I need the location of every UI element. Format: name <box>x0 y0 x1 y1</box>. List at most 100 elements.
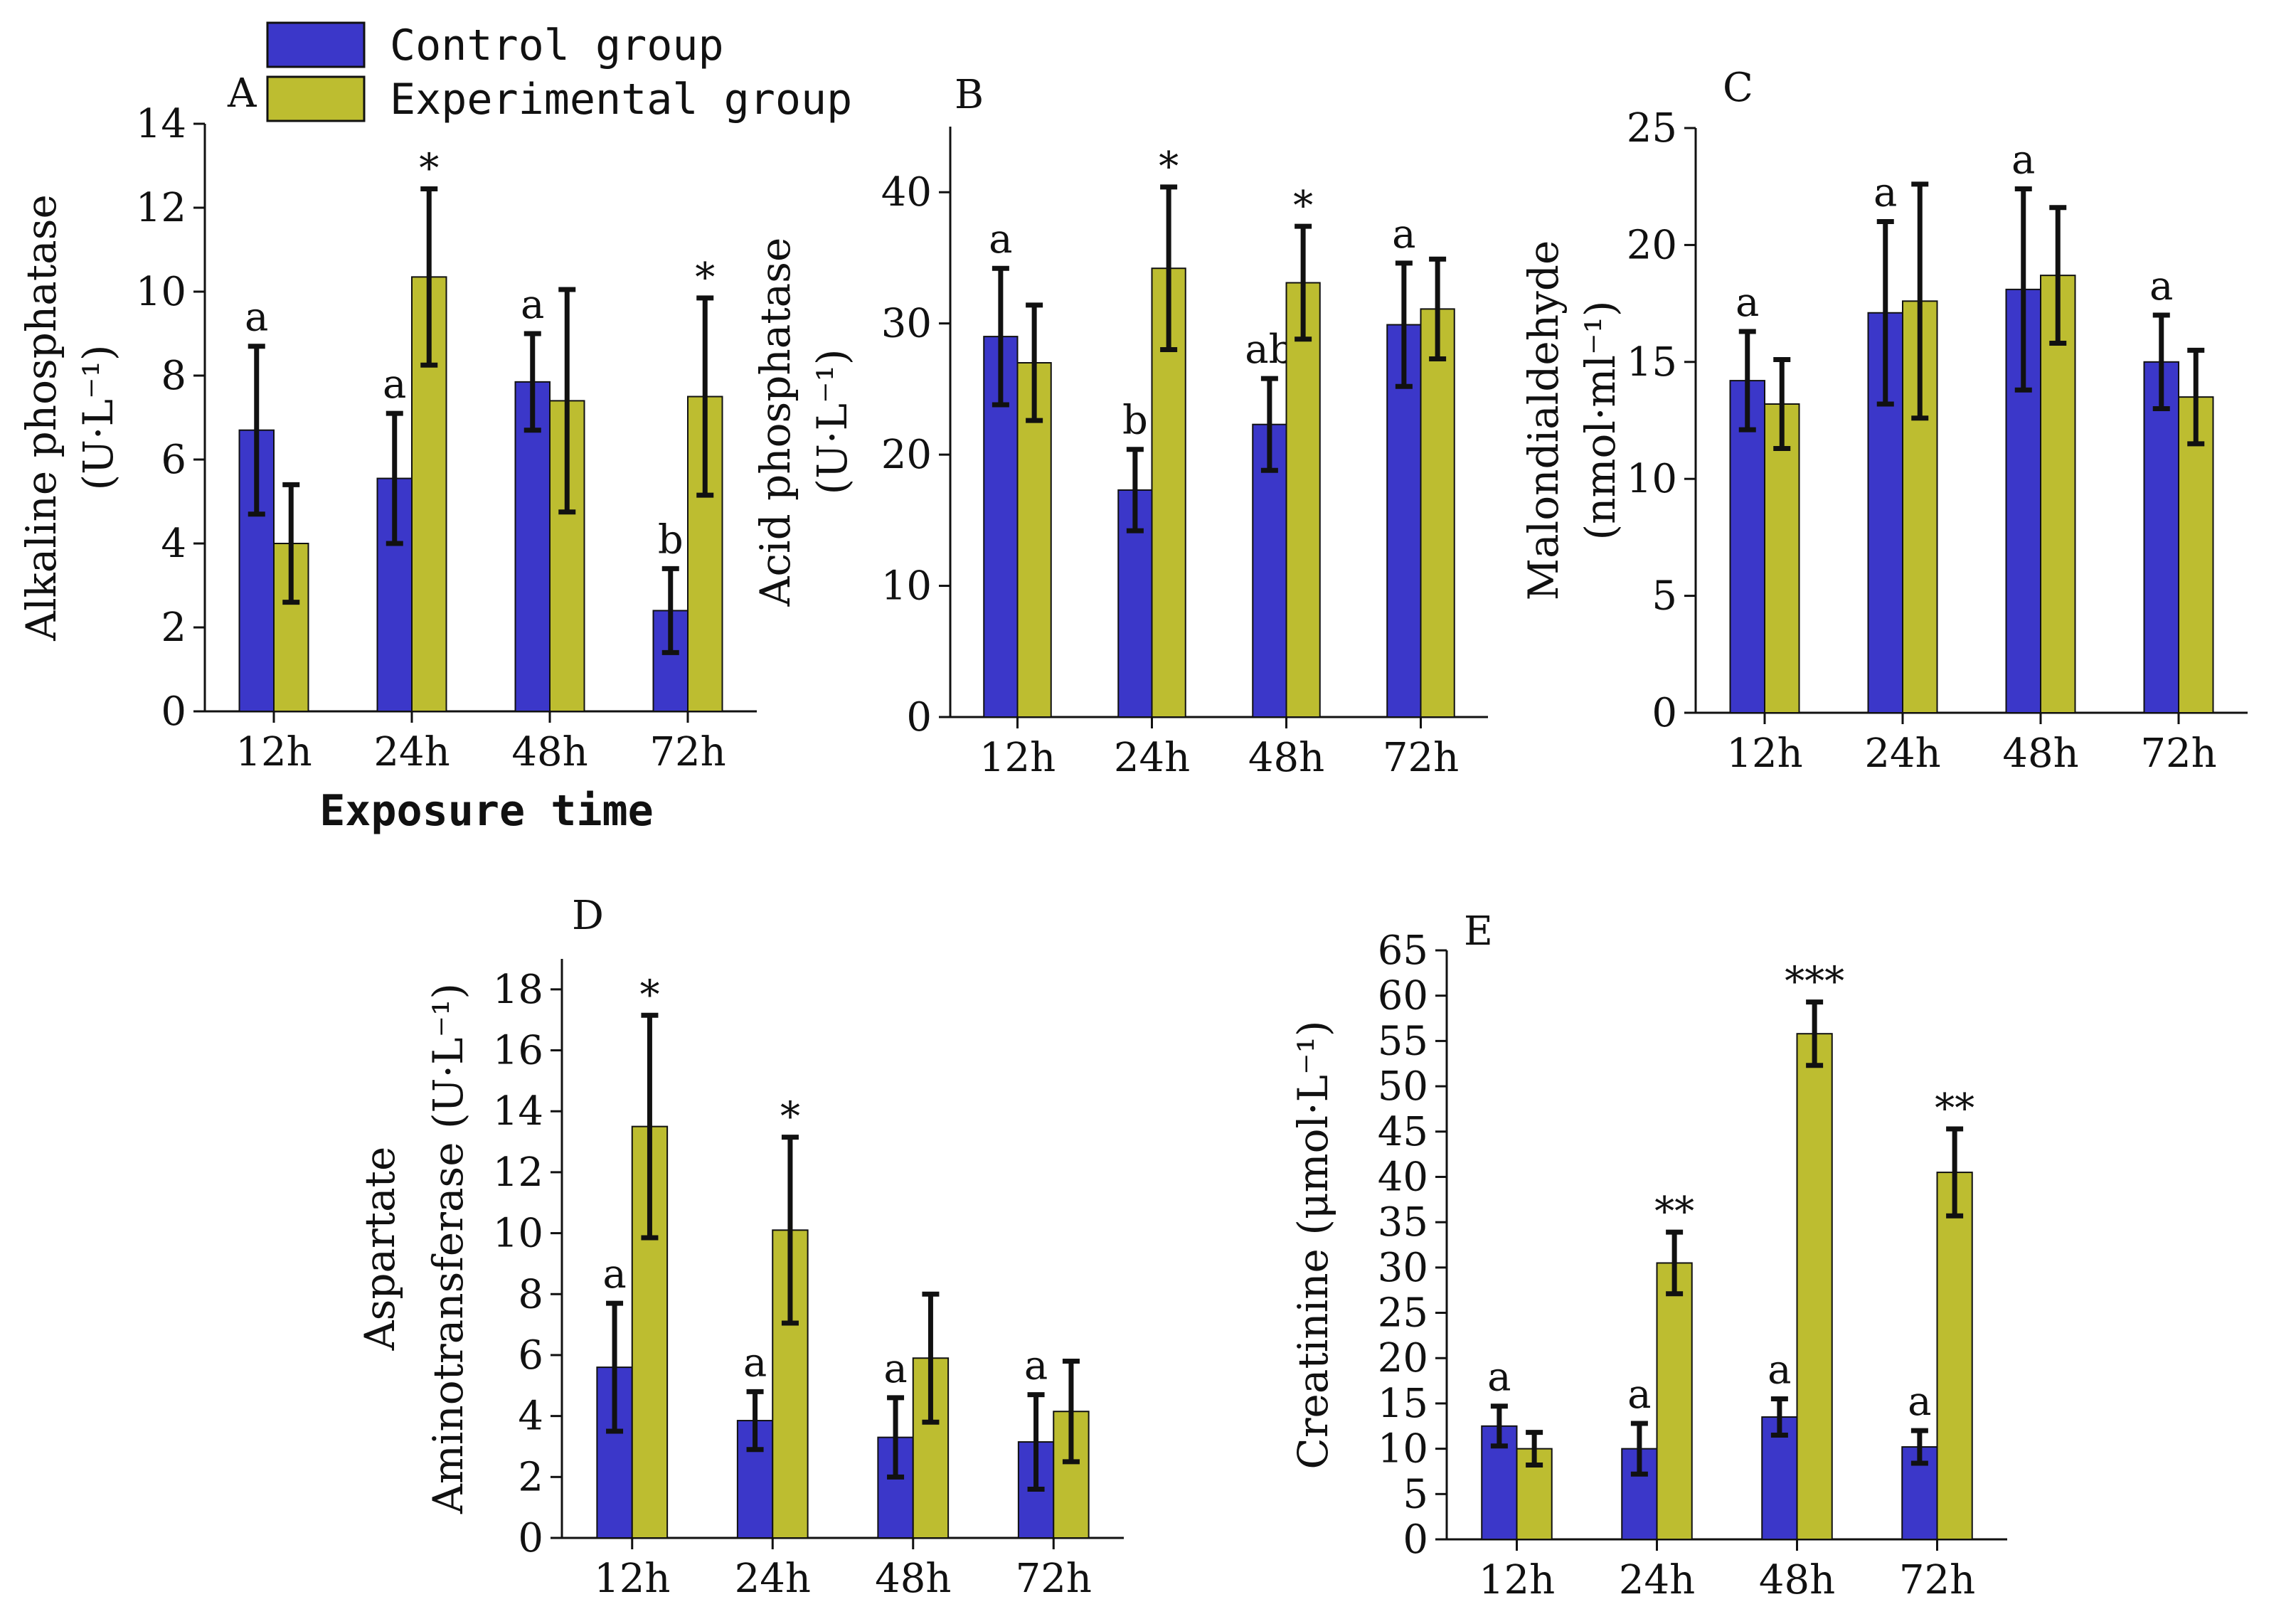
bar-control-72h <box>1386 324 1422 718</box>
bar-experimental-48h <box>1796 1033 1833 1540</box>
group-letter: a <box>1024 1343 1048 1389</box>
x-tick-label: 12h <box>1479 1557 1555 1603</box>
y-tick-label: 0 <box>161 689 186 735</box>
y-tick-label: 30 <box>1378 1245 1428 1291</box>
x-tick-label: 72h <box>1016 1556 1092 1602</box>
panel-letter: C <box>1723 65 1753 111</box>
y-tick-label: 12 <box>136 185 186 231</box>
y-tick-label: 5 <box>1403 1471 1428 1517</box>
y-tick-label: 60 <box>1378 973 1428 1019</box>
x-tick-label: 12h <box>979 735 1056 781</box>
y-tick-label: 5 <box>1652 573 1677 620</box>
bar-control-48h <box>1761 1416 1798 1540</box>
y-tick-label: 25 <box>1627 105 1677 152</box>
y-tick-label: 6 <box>161 437 186 483</box>
group-letter: a <box>1487 1354 1511 1401</box>
group-letter: a <box>1392 211 1415 258</box>
y-tick-label: 35 <box>1378 1199 1428 1246</box>
group-letter: a <box>521 282 544 328</box>
y-tick-label: 4 <box>518 1394 543 1440</box>
significance-marker: * <box>639 972 659 1018</box>
legend-swatch-experimental <box>266 75 366 122</box>
panel-c: C 0 5 10 15 20 25 12h a 24h a 48h a 72h a Malondialdehy… <box>1519 65 2248 777</box>
y-axis-title-units: (nmol·ml⁻¹) <box>1576 301 1625 541</box>
y-tick-label: 0 <box>1403 1517 1428 1563</box>
y-tick-label: 45 <box>1378 1109 1428 1155</box>
y-tick-label: 8 <box>161 353 186 399</box>
group-letter: a <box>883 1346 907 1392</box>
y-tick-label: 20 <box>881 432 932 478</box>
x-tick-label: 72h <box>2140 731 2216 777</box>
panel-letter: D <box>572 893 604 939</box>
group-letter: a <box>602 1251 626 1297</box>
x-tick-label: 24h <box>1114 735 1190 781</box>
bar-control-48h <box>514 381 551 712</box>
x-tick-label: 12h <box>1726 731 1802 777</box>
group-letter: a <box>2149 263 2173 309</box>
group-letter: a <box>1768 1347 1791 1394</box>
x-tick-label: 48h <box>2002 731 2078 777</box>
y-tick-label: 16 <box>493 1028 543 1074</box>
y-axis-title-units: Aminotransferase (U·L⁻¹) <box>424 983 472 1514</box>
y-tick-label: 10 <box>1378 1426 1428 1472</box>
x-tick-label: 24h <box>735 1556 811 1602</box>
group-letter: a <box>1627 1371 1651 1418</box>
significance-marker: ** <box>1935 1086 1974 1132</box>
bar-experimental-24h <box>1656 1262 1693 1540</box>
panel-letter: B <box>955 72 984 118</box>
x-tick-label: 24h <box>1864 731 1940 777</box>
y-tick-label: 14 <box>136 101 186 147</box>
y-tick-label: 6 <box>518 1332 543 1379</box>
y-tick-label: 12 <box>493 1150 543 1196</box>
panel-letter: E <box>1464 908 1493 955</box>
x-tick-label: 48h <box>875 1556 951 1602</box>
y-tick-label: 14 <box>493 1088 543 1135</box>
significance-marker: * <box>1293 183 1313 229</box>
legend: Control group Experimental group <box>266 21 852 124</box>
x-tick-label: 48h <box>1248 735 1324 781</box>
x-tick-label: 72h <box>1899 1557 1975 1603</box>
panel-a: A 0 2 4 6 8 10 12 14 12h a 24h a * 48h a 72h b * Alkaline p… <box>17 70 757 775</box>
x-tick-label: 48h <box>1759 1557 1835 1603</box>
y-tick-label: 10 <box>881 563 932 610</box>
group-letter: b <box>1122 398 1148 444</box>
y-tick-label: 10 <box>1627 456 1677 502</box>
significance-marker: * <box>419 145 439 191</box>
y-tick-label: 55 <box>1378 1018 1428 1064</box>
x-tick-label: 72h <box>1383 735 1459 781</box>
group-letter: a <box>2011 137 2035 183</box>
group-letter: a <box>1873 170 1897 216</box>
y-tick-label: 10 <box>493 1211 543 1257</box>
significance-marker: *** <box>1785 959 1844 1005</box>
bar-experimental-72h <box>2178 396 2214 713</box>
y-tick-label: 15 <box>1627 339 1677 386</box>
y-tick-label: 2 <box>518 1454 543 1500</box>
y-tick-label: 0 <box>906 694 932 741</box>
y-tick-label: 20 <box>1378 1335 1428 1381</box>
group-letter: a <box>245 294 268 341</box>
legend-label-control: Control group <box>390 21 724 70</box>
y-tick-label: 2 <box>161 605 186 651</box>
x-tick-label: 12h <box>235 729 312 775</box>
y-tick-label: 8 <box>518 1271 543 1317</box>
y-tick-label: 65 <box>1378 928 1428 974</box>
group-letter: a <box>383 361 406 408</box>
y-tick-label: 30 <box>881 301 932 347</box>
bar-control-48h <box>2005 288 2041 713</box>
significance-marker: ** <box>1654 1189 1694 1235</box>
y-axis-title-units: (U·L⁻¹) <box>808 349 856 495</box>
y-tick-label: 0 <box>518 1515 543 1561</box>
x-axis-title: Exposure time <box>319 786 654 836</box>
x-tick-label: 48h <box>511 729 588 775</box>
y-axis-title-units: (U·L⁻¹) <box>74 345 122 491</box>
y-tick-label: 15 <box>1378 1381 1428 1427</box>
x-tick-label: 12h <box>594 1556 670 1602</box>
y-axis-title: Alkaline phosphatase <box>17 194 65 642</box>
y-tick-label: 4 <box>161 521 186 567</box>
bar-experimental-48h <box>1285 282 1321 718</box>
group-letter: a <box>743 1339 767 1386</box>
legend-label-experimental: Experimental group <box>390 75 852 124</box>
